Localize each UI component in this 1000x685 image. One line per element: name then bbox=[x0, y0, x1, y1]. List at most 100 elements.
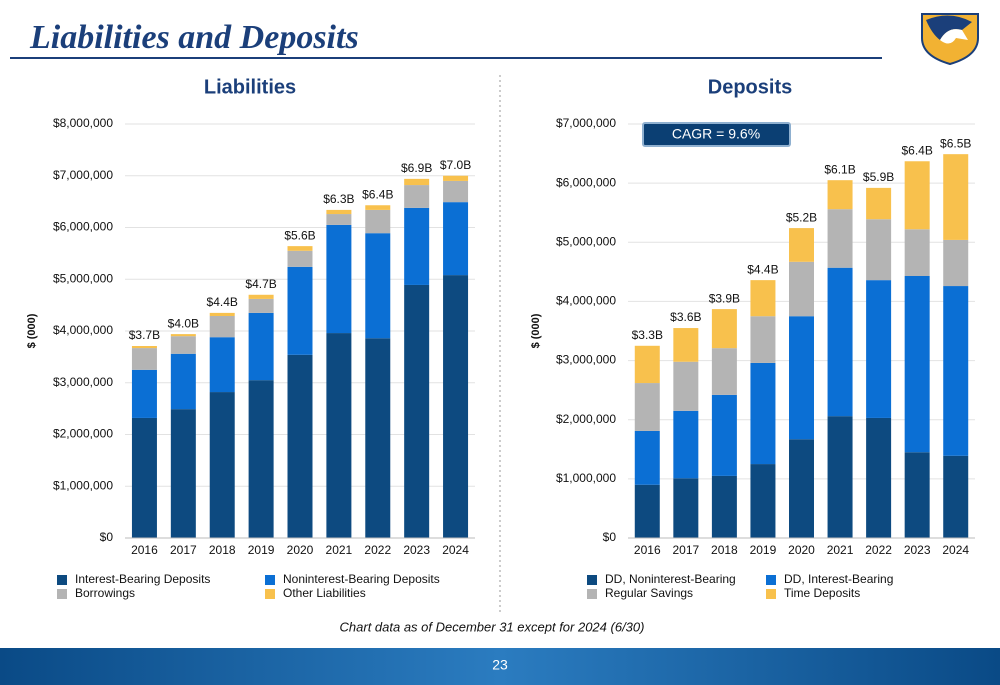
bar-segment bbox=[866, 417, 892, 538]
legend-label: Time Deposits bbox=[784, 586, 860, 600]
bar-segment bbox=[789, 261, 814, 317]
bar-segment bbox=[404, 207, 430, 285]
legend-swatch bbox=[57, 575, 67, 585]
bar-segment bbox=[170, 409, 196, 538]
x-tick-label: 2019 bbox=[750, 543, 777, 557]
bar-segment bbox=[443, 275, 469, 538]
bar-segment bbox=[365, 205, 391, 210]
y-tick-label: $4,000,000 bbox=[53, 323, 113, 337]
total-label: $4.4B bbox=[207, 295, 238, 309]
bar-segment bbox=[326, 333, 352, 538]
bar-segment bbox=[248, 298, 274, 313]
legend-swatch bbox=[766, 589, 776, 599]
bar-segment bbox=[365, 233, 391, 339]
total-label: $4.4B bbox=[747, 262, 778, 276]
legend-label: DD, Noninterest-Bearing bbox=[605, 572, 736, 586]
bar-segment bbox=[673, 410, 699, 479]
y-tick-label: $0 bbox=[603, 530, 617, 544]
bar-segment bbox=[673, 328, 699, 362]
bar-segment bbox=[904, 452, 930, 538]
bar-segment bbox=[326, 214, 352, 225]
y-tick-label: $1,000,000 bbox=[53, 478, 113, 492]
bar-segment bbox=[750, 280, 776, 317]
bar-segment bbox=[131, 417, 157, 538]
y-tick-label: $7,000,000 bbox=[556, 116, 616, 130]
bar-segment bbox=[750, 316, 776, 363]
x-tick-label: 2016 bbox=[131, 543, 158, 557]
legend-swatch bbox=[587, 589, 597, 599]
x-tick-label: 2021 bbox=[827, 543, 854, 557]
annotation: CAGR = 9.6% bbox=[672, 126, 760, 142]
bar-segment bbox=[943, 286, 969, 456]
y-tick-label: $4,000,000 bbox=[556, 294, 616, 308]
legend-swatch bbox=[57, 589, 67, 599]
bar-segment bbox=[170, 334, 196, 337]
bar-segment bbox=[131, 348, 157, 370]
bar-segment bbox=[789, 439, 814, 538]
bar-segment bbox=[404, 284, 430, 538]
legend-swatch bbox=[265, 575, 275, 585]
legend-label: Noninterest-Bearing Deposits bbox=[283, 572, 440, 586]
annotation-box bbox=[642, 122, 791, 147]
bar-segment bbox=[287, 246, 313, 251]
x-tick-label: 2020 bbox=[287, 543, 314, 557]
bar-segment bbox=[443, 180, 469, 203]
x-tick-label: 2022 bbox=[364, 543, 391, 557]
legend-swatch bbox=[766, 575, 776, 585]
y-tick-label: $3,000,000 bbox=[53, 375, 113, 389]
bar-segment bbox=[248, 380, 274, 538]
y-tick-label: $2,000,000 bbox=[556, 412, 616, 426]
bar-segment bbox=[827, 209, 853, 268]
y-tick-label: $5,000,000 bbox=[556, 234, 616, 248]
bar-segment bbox=[131, 369, 157, 418]
bar-segment bbox=[904, 229, 930, 276]
bar-segment bbox=[209, 312, 235, 316]
bar-segment bbox=[287, 266, 313, 355]
bar-segment bbox=[827, 416, 853, 538]
bar-segment bbox=[170, 353, 196, 410]
footer-band bbox=[0, 648, 1000, 685]
bar-segment bbox=[634, 383, 660, 431]
total-label: $5.9B bbox=[863, 170, 894, 184]
total-label: $6.5B bbox=[940, 136, 971, 150]
y-tick-label: $3,000,000 bbox=[556, 353, 616, 367]
bar-segment bbox=[443, 202, 469, 276]
y-tick-label: $6,000,000 bbox=[53, 220, 113, 234]
legend-label: Regular Savings bbox=[605, 586, 693, 600]
total-label: $4.7B bbox=[245, 277, 276, 291]
bar-segment bbox=[634, 345, 660, 384]
logo bbox=[921, 13, 979, 66]
bar-segment bbox=[404, 185, 430, 208]
bar-segment bbox=[673, 361, 699, 411]
total-label: $3.6B bbox=[670, 310, 701, 324]
total-label: $6.3B bbox=[323, 192, 354, 206]
bar-segment bbox=[866, 280, 892, 418]
bar-segment bbox=[750, 464, 776, 538]
slide-title: Liabilities and Deposits bbox=[29, 19, 359, 56]
bar-segment bbox=[943, 154, 969, 240]
chart-title: Deposits bbox=[708, 76, 792, 98]
total-label: $4.0B bbox=[168, 316, 199, 330]
x-tick-label: 2022 bbox=[865, 543, 892, 557]
total-label: $6.4B bbox=[901, 143, 932, 157]
bar-segment bbox=[287, 250, 313, 267]
y-tick-label: $7,000,000 bbox=[53, 168, 113, 182]
bar-segment bbox=[827, 180, 853, 210]
bar-segment bbox=[248, 312, 274, 381]
x-tick-label: 2024 bbox=[942, 543, 969, 557]
bar-segment bbox=[904, 161, 930, 230]
bar-segment bbox=[209, 315, 235, 338]
bar-segment bbox=[287, 354, 313, 538]
x-tick-label: 2020 bbox=[788, 543, 815, 557]
y-tick-label: $6,000,000 bbox=[556, 175, 616, 189]
bar-segment bbox=[634, 484, 660, 538]
x-tick-label: 2018 bbox=[711, 543, 738, 557]
bar-segment bbox=[365, 209, 391, 234]
total-label: $3.9B bbox=[709, 291, 740, 305]
bar-segment bbox=[248, 294, 274, 299]
x-tick-label: 2016 bbox=[634, 543, 661, 557]
bar-segment bbox=[326, 209, 352, 215]
legend-label: Interest-Bearing Deposits bbox=[75, 572, 210, 586]
bar-segment bbox=[443, 175, 469, 181]
total-label: $5.2B bbox=[786, 210, 817, 224]
